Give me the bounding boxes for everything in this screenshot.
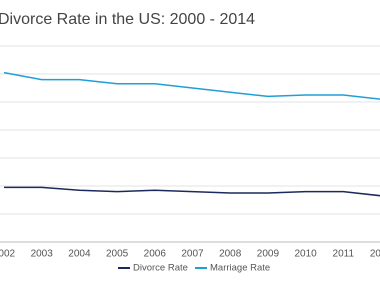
x-tick-label: 2002 [0, 249, 16, 260]
legend-label: Divorce Rate [133, 263, 188, 274]
chart-title: Divorce Rate in the US: 2000 - 2014 [0, 11, 255, 28]
x-tick-label: 2005 [106, 249, 129, 260]
data-line [3, 71, 380, 100]
x-tick-label: 2009 [257, 249, 280, 260]
x-tick-label: 2006 [144, 249, 167, 260]
x-tick-label: 2003 [31, 249, 54, 260]
legend-label: Marriage Rate [210, 263, 270, 274]
x-tick-label: 2008 [219, 249, 242, 260]
x-tick-label: 2010 [294, 249, 317, 260]
x-tick-label: 2004 [68, 249, 91, 260]
data-line [4, 186, 380, 197]
x-tick-label: 2007 [181, 249, 204, 260]
x-tick-label: 2011 [333, 249, 355, 260]
x-tick-label: 2012 [370, 249, 380, 260]
